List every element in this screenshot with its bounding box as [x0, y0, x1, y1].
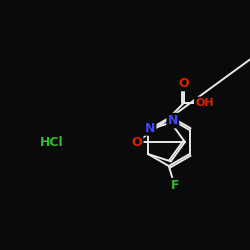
Text: HCl: HCl: [40, 136, 64, 149]
Text: O: O: [179, 77, 189, 90]
Text: O: O: [132, 136, 142, 148]
Text: N: N: [145, 122, 155, 134]
Text: N: N: [168, 114, 178, 127]
Text: OH: OH: [195, 98, 214, 108]
Text: F: F: [170, 179, 179, 192]
